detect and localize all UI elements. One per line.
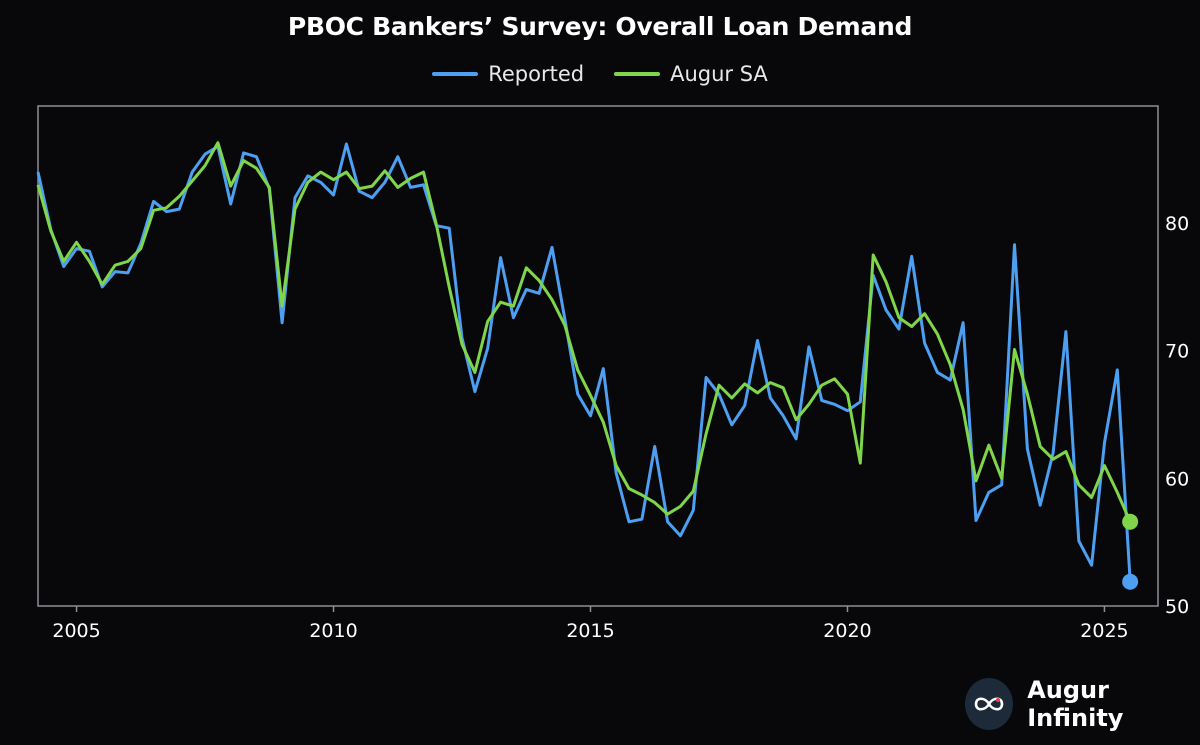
infinity-logo-icon	[965, 678, 1014, 730]
end-point-augur-sa[interactable]	[1122, 513, 1139, 530]
y-tick-label: 60	[1165, 468, 1189, 490]
chart-title: PBOC Bankers’ Survey: Overall Loan Deman…	[287, 12, 913, 41]
plot-frame	[37, 105, 1159, 607]
y-tick-label: 50	[1165, 596, 1189, 618]
legend-swatch-augur-sa	[614, 72, 661, 76]
y-axis: 50 60 70 80	[1165, 213, 1189, 618]
y-tick-label: 70	[1165, 341, 1189, 363]
brand: Augur Infinity	[965, 676, 1200, 732]
legend-swatch-reported	[432, 72, 479, 76]
legend-label-reported: Reported	[488, 62, 585, 86]
x-tick-label: 2025	[1080, 620, 1128, 642]
legend-label-augur-sa: Augur SA	[670, 62, 768, 86]
x-tick-label: 2010	[309, 620, 357, 642]
x-tick-label: 2015	[566, 620, 614, 642]
x-tick-label: 2005	[52, 620, 100, 642]
brand-name: Augur Infinity	[1027, 676, 1124, 732]
x-axis: 2005 2010 2015 2020 2025	[52, 606, 1129, 642]
legend-item-reported[interactable]: Reported	[432, 62, 584, 86]
series-layer	[36, 141, 1139, 590]
chart-legend: Reported Augur SA	[0, 62, 1200, 86]
series-line-reported	[36, 142, 1132, 582]
y-tick-label: 80	[1165, 213, 1189, 235]
x-tick-label: 2020	[823, 620, 871, 642]
end-point-reported[interactable]	[1122, 573, 1139, 590]
legend-item-augur-sa[interactable]: Augur SA	[614, 62, 768, 86]
series-line-augur-sa	[36, 141, 1132, 523]
